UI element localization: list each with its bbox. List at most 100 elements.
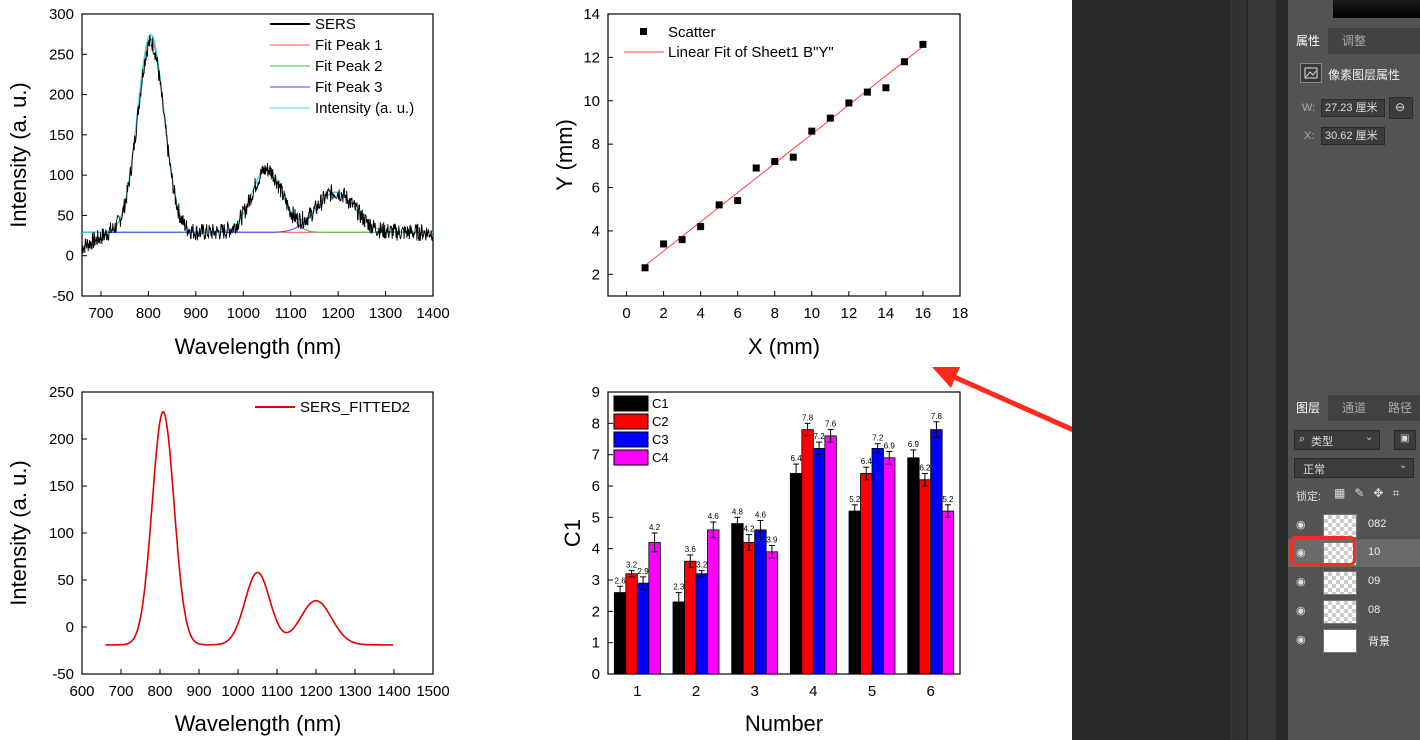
scatter-point <box>715 201 723 209</box>
blend-mode-value: 正常 <box>1303 464 1325 476</box>
bar-data-label: 7.8 <box>802 413 814 422</box>
bar-c2 <box>860 473 873 675</box>
layer-row[interactable]: ◉ 082 <box>1288 511 1420 539</box>
highlight-box <box>1290 536 1356 566</box>
layer-thumbnail <box>1323 629 1357 653</box>
scatter-chart: 0 2 4 6 8 10 12 14 16 18 14 12 10 8 6 4 2 X (mm) Y (mm)… <box>552 6 968 359</box>
bar-data-label: 3.6 <box>685 545 697 554</box>
scatter-ytick-label: 14 <box>583 6 600 23</box>
bar-ytick-label: 1 <box>592 635 600 652</box>
eye-icon[interactable]: ◉ <box>1296 576 1306 588</box>
fit-legend-label: Linear Fit of Sheet1 B"Y" <box>668 44 834 61</box>
sers-xtick-label: 700 <box>88 305 113 322</box>
sers-xtick-label: 1100 <box>275 305 307 322</box>
link-dimensions-button[interactable]: ⊖ <box>1389 97 1413 119</box>
layer-name: 09 <box>1368 575 1381 587</box>
filter-image-button[interactable]: ▣ <box>1394 430 1416 450</box>
sers-ytick-label: 250 <box>49 46 74 63</box>
tab-channels[interactable]: 通道 <box>1342 401 1367 415</box>
eye-icon[interactable]: ◉ <box>1296 605 1306 617</box>
bar-c4 <box>824 435 837 675</box>
layer-row[interactable]: ◉ 背景 <box>1288 626 1420 654</box>
bar-data-label: 4.8 <box>732 507 744 516</box>
layer-row[interactable]: ◉ 10 <box>1288 536 1420 567</box>
fitted-plot-frame <box>81 391 434 675</box>
layer-row[interactable]: ◉ 08 <box>1288 597 1420 625</box>
bar-legend-label: C4 <box>652 450 669 465</box>
scatter-legend-swatch <box>640 28 647 35</box>
layer-thumbnail <box>1323 514 1357 538</box>
fitted-xtick-label: 900 <box>186 683 211 700</box>
bar-c4 <box>648 542 661 675</box>
bar-ylabel: C1 <box>560 519 585 547</box>
blend-mode-select[interactable]: 正常 ⌄ <box>1294 458 1414 478</box>
image-filter-icon: ▣ <box>1400 433 1410 444</box>
tab-adjustments[interactable]: 调整 <box>1342 34 1367 48</box>
bar-xlabel: Number <box>745 711 823 736</box>
sers-plot-frame <box>81 13 434 297</box>
bar-xtick-label: 2 <box>692 683 700 700</box>
scatter-ytick-label: 12 <box>583 49 600 66</box>
bar-data-label: 3.9 <box>766 536 778 545</box>
fitted-ytick-label: 250 <box>49 384 74 401</box>
tool-strip <box>1248 0 1276 740</box>
eye-icon[interactable]: ◉ <box>1296 547 1306 559</box>
tab-properties[interactable]: 属性 <box>1288 28 1329 54</box>
fitted-ylabel: Intensity (a. u.) <box>6 460 31 606</box>
scatter-point <box>734 197 742 205</box>
layer-thumbnail <box>1323 571 1357 595</box>
scatter-point <box>641 264 649 272</box>
fitted-xtick-label: 1200 <box>299 683 332 700</box>
bar-c4 <box>941 510 955 675</box>
scatter-xtick-label: 0 <box>622 305 630 322</box>
fitted-xtick-label: 700 <box>108 683 133 700</box>
sers-legend-label: Fit Peak 1 <box>315 37 383 54</box>
fitted-ytick-label: 200 <box>49 431 74 448</box>
bar-data-label: 4.6 <box>755 510 767 519</box>
bar-data-label: 7.8 <box>931 412 943 421</box>
scatter-ytick-label: 4 <box>592 223 600 240</box>
sers-ytick-label: 200 <box>49 87 74 104</box>
sers-ytick-label: 0 <box>66 248 74 265</box>
layer-row[interactable]: ◉ 09 <box>1288 568 1420 596</box>
scatter-ytick-label: 6 <box>592 180 600 197</box>
tab-layers[interactable]: 图层 <box>1288 395 1329 421</box>
bar-data-label: 6.4 <box>791 454 803 463</box>
bar-ytick-label: 9 <box>592 384 600 401</box>
sers-chart: 700 800 900 1000 1100 1200 1300 1400 3002502001… <box>6 6 450 359</box>
bar-legend-swatch <box>613 431 649 448</box>
bar-ytick-label: 5 <box>592 509 600 526</box>
scatter-xtick-label: 2 <box>659 305 667 322</box>
properties-tabbar: 属性 调整 <box>1288 28 1420 54</box>
bar-data-label: 7.2 <box>872 434 884 443</box>
bar-c3 <box>754 529 767 675</box>
bar-data-label: 3.2 <box>626 561 638 570</box>
fitted-legend-label: SERS_FITTED2 <box>300 399 410 416</box>
bar-legend-label: C2 <box>652 414 669 429</box>
sers-legend-label: Intensity (a. u.) <box>315 100 414 117</box>
chevron-down-icon: ⌄ <box>1399 460 1408 471</box>
scatter-xtick-label: 10 <box>803 305 820 322</box>
bar-c3 <box>695 573 708 675</box>
sers-legend-label: SERS <box>315 16 356 33</box>
scatter-ytick-label: 2 <box>592 266 600 283</box>
filter-kind-select[interactable]: ⌕ 类型 ⌄ <box>1294 430 1380 450</box>
tab-paths[interactable]: 路径 <box>1388 401 1413 415</box>
eye-icon[interactable]: ◉ <box>1296 519 1306 531</box>
eye-icon[interactable]: ◉ <box>1296 634 1306 646</box>
navigator-preview <box>1333 0 1420 18</box>
bar-legend-label: C1 <box>652 396 669 411</box>
bar-c1 <box>907 457 920 675</box>
bar-c2 <box>742 542 756 675</box>
bar-data-label: 4.6 <box>708 512 720 521</box>
bar-c4 <box>765 551 779 675</box>
chevron-down-icon: ⌄ <box>1365 432 1374 443</box>
bar-data-label: 2.9 <box>638 567 650 576</box>
x-label: X: <box>1304 130 1315 142</box>
bar-legend-swatch <box>613 395 649 412</box>
width-field[interactable]: 27.23 厘米 <box>1321 99 1385 117</box>
scatter-point <box>882 84 890 92</box>
x-position-field[interactable]: 30.62 厘米 <box>1321 127 1385 145</box>
bar-data-label: 7.2 <box>814 432 826 441</box>
lock-icons[interactable]: ▦✎✥⌗ <box>1334 486 1409 500</box>
